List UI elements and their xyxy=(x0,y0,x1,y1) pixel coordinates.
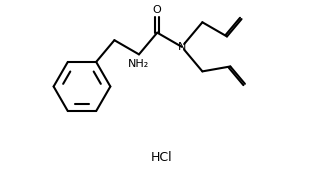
Text: O: O xyxy=(153,5,162,15)
Text: N: N xyxy=(178,42,186,52)
Text: NH₂: NH₂ xyxy=(128,59,149,69)
Text: HCl: HCl xyxy=(151,151,172,164)
